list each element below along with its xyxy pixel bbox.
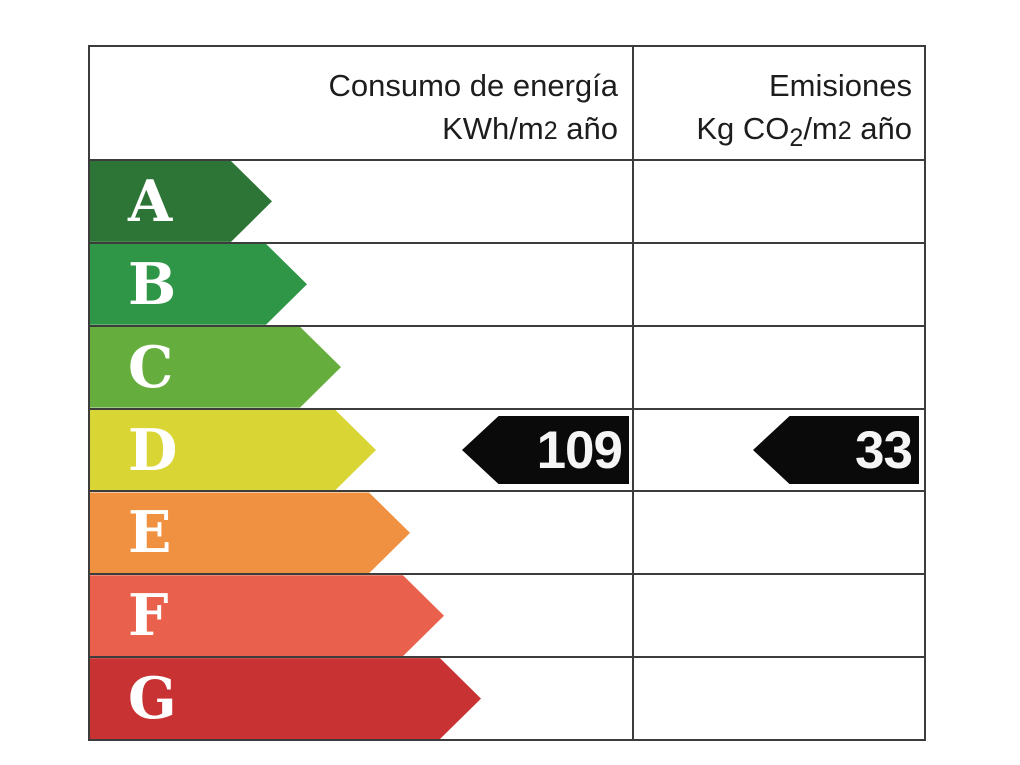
rating-row-a: A bbox=[90, 159, 924, 242]
rating-letter-f: F bbox=[128, 582, 169, 650]
rating-arrow-f: F bbox=[90, 575, 444, 656]
table-header: Consumo de energía KWh/m2 año Emisiones … bbox=[90, 47, 924, 159]
emissions-unit: Kg CO2/m2 año bbox=[696, 111, 912, 152]
rating-arrow-c: C bbox=[90, 327, 341, 408]
column-divider bbox=[632, 47, 634, 739]
consumption-value: 109 bbox=[536, 420, 623, 480]
rating-row-e: E bbox=[90, 490, 924, 573]
emissions-value-marker: 33 bbox=[753, 415, 919, 485]
rating-arrow-d: D bbox=[90, 410, 376, 491]
rating-letter-g: G bbox=[128, 665, 177, 733]
rating-letter-c: C bbox=[128, 333, 174, 401]
rating-row-d: D 109 33 bbox=[90, 407, 924, 491]
rating-arrow-b: B bbox=[90, 244, 307, 325]
consumption-title: Consumo de energía bbox=[328, 68, 618, 103]
rating-row-c: C bbox=[90, 324, 924, 408]
consumption-unit: KWh/m2 año bbox=[442, 111, 618, 146]
rating-letter-e: E bbox=[128, 499, 172, 567]
rating-letter-b: B bbox=[128, 250, 177, 318]
rating-row-f: F bbox=[90, 573, 924, 656]
rating-row-g: G bbox=[90, 656, 924, 739]
rating-arrow-g: G bbox=[90, 658, 481, 739]
consumption-value-marker: 109 bbox=[462, 415, 629, 485]
rating-arrow-e: E bbox=[90, 492, 410, 573]
rating-letter-d: D bbox=[128, 416, 178, 484]
consumption-header: Consumo de energía KWh/m2 año bbox=[90, 47, 632, 159]
rating-table: Consumo de energía KWh/m2 año Emisiones … bbox=[88, 45, 926, 741]
emissions-header: Emisiones Kg CO2/m2 año bbox=[632, 47, 924, 159]
rating-arrow-a: A bbox=[90, 161, 272, 242]
emissions-title: Emisiones bbox=[769, 68, 912, 103]
rating-row-b: B bbox=[90, 241, 924, 325]
emissions-value: 33 bbox=[855, 420, 913, 480]
rating-letter-a: A bbox=[128, 167, 173, 235]
